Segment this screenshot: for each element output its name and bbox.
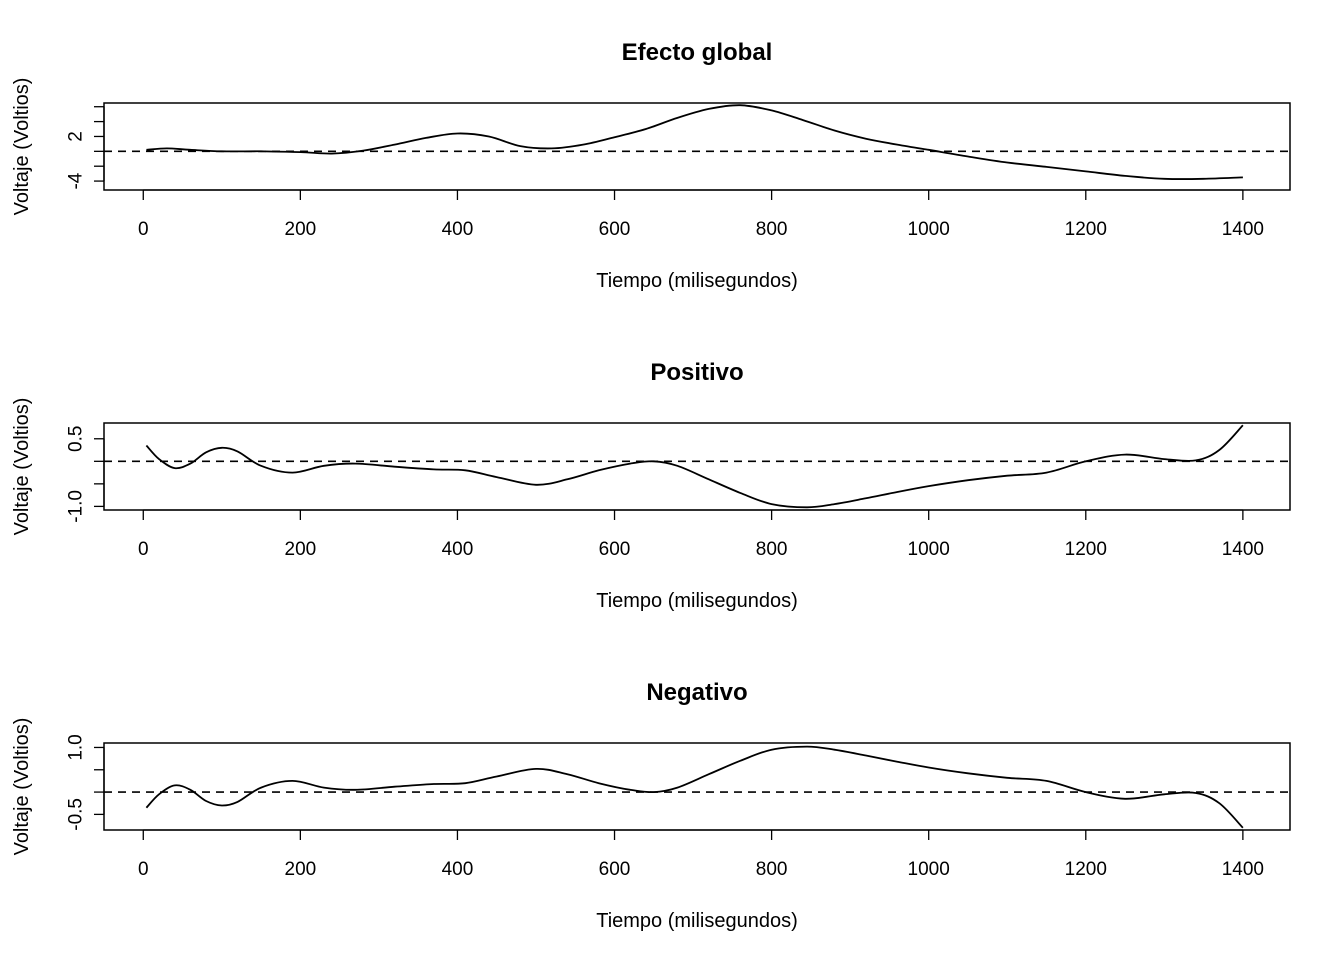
- plot-frame: [103, 102, 1291, 191]
- y-tick-label: -4: [66, 172, 87, 189]
- x-tick-label: 1400: [1222, 219, 1264, 240]
- x-tick-label: 1000: [908, 539, 950, 560]
- y-tick-label: 0.5: [66, 426, 87, 452]
- x-tick-label: 800: [756, 859, 788, 880]
- x-axis-label: Tiempo (milisegundos): [596, 910, 798, 932]
- voltage-series-line: [145, 424, 1244, 509]
- voltage-series-line: [145, 745, 1244, 829]
- y-tick-label: -1.0: [66, 490, 87, 523]
- x-tick-label: 400: [442, 539, 474, 560]
- y-tick-label: 2: [66, 131, 87, 142]
- plot-frame: [103, 422, 1291, 511]
- y-tick-label: -0.5: [66, 798, 87, 831]
- plot-frame: [103, 742, 1291, 831]
- x-tick-label: 1200: [1065, 859, 1107, 880]
- x-tick-label: 1000: [908, 859, 950, 880]
- x-tick-label: 0: [138, 859, 149, 880]
- x-tick-label: 600: [599, 219, 631, 240]
- chart-title: Negativo: [646, 679, 747, 706]
- x-tick-label: 0: [138, 219, 149, 240]
- panel-3: Negativo 0 200 400 600 800 1000 1200 1400 Tiempo …: [11, 679, 1291, 932]
- x-tick-label: 0: [138, 539, 149, 560]
- x-tick-label: 200: [285, 219, 317, 240]
- y-tick-label: 1.0: [66, 734, 87, 760]
- y-axis-label: Voltaje (Voltios): [11, 78, 33, 216]
- x-tick-label: 600: [599, 859, 631, 880]
- panel-1: Efecto global 0 200 400 600 800 1000 1200 1400 Ti…: [11, 39, 1291, 292]
- y-axis-label: Voltaje (Voltios): [11, 718, 33, 856]
- y-axis-label: Voltaje (Voltios): [11, 398, 33, 536]
- x-tick-label: 1400: [1222, 539, 1264, 560]
- x-tick-label: 200: [285, 539, 317, 560]
- chart-title: Efecto global: [622, 39, 773, 66]
- x-tick-label: 1400: [1222, 859, 1264, 880]
- x-tick-label: 200: [285, 859, 317, 880]
- x-axis-label: Tiempo (milisegundos): [596, 270, 798, 292]
- panel-2: Positivo 0 200 400 600 800 1000 1200 1400 Tiempo …: [11, 359, 1291, 612]
- x-tick-label: 800: [756, 539, 788, 560]
- x-tick-label: 800: [756, 219, 788, 240]
- voltage-series-line: [146, 104, 1243, 180]
- x-tick-label: 600: [599, 539, 631, 560]
- x-tick-label: 1200: [1065, 539, 1107, 560]
- x-tick-label: 400: [442, 219, 474, 240]
- x-tick-label: 400: [442, 859, 474, 880]
- chart-title: Positivo: [650, 359, 743, 386]
- x-axis-label: Tiempo (milisegundos): [596, 590, 798, 612]
- x-tick-label: 1200: [1065, 219, 1107, 240]
- x-tick-label: 1000: [908, 219, 950, 240]
